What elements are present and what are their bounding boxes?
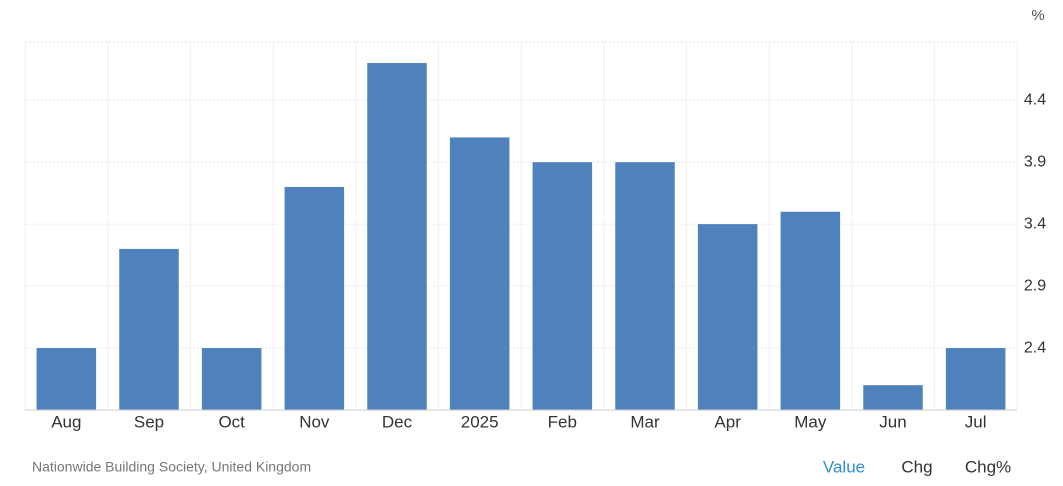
x-tick-label: Nov (299, 412, 330, 431)
x-tick-label: Apr (714, 412, 741, 431)
tab-button[interactable]: Value (823, 457, 865, 476)
y-tick-label: 3.9 (1024, 153, 1046, 170)
source: Nationwide Building Society, United King… (32, 459, 311, 475)
x-tick-label: Dec (382, 412, 413, 431)
bar (780, 211, 841, 410)
bar (201, 348, 262, 410)
bar (36, 348, 97, 410)
bar (532, 162, 593, 410)
bar (367, 63, 427, 411)
tab-button[interactable]: Chg% (965, 457, 1011, 476)
bar (119, 248, 179, 410)
y-tick-label: 3.4 (1024, 215, 1046, 232)
tab-button[interactable]: Chg (901, 457, 932, 476)
y-tick-label: 2.4 (1024, 339, 1046, 356)
x-tick-label: Aug (51, 412, 81, 431)
x-tick-label: Oct (218, 412, 245, 431)
y-tick-label: 4.4 (1024, 91, 1046, 108)
x-tick-label: Sep (134, 412, 164, 431)
x-tick-label: Feb (548, 412, 577, 431)
bar (697, 224, 758, 410)
bar (615, 162, 675, 410)
bar (449, 137, 510, 410)
x-tick-label: Mar (630, 412, 660, 431)
x-tick-label: May (794, 412, 827, 431)
bar (863, 385, 923, 410)
bar (945, 348, 1006, 410)
bar (284, 186, 345, 410)
y-tick-label: 2.9 (1024, 277, 1046, 294)
y-unit: % (1031, 7, 1044, 24)
x-tick-label: 2025 (461, 412, 499, 431)
x-tick-label: Jun (879, 412, 906, 431)
x-tick-label: Jul (965, 412, 987, 431)
